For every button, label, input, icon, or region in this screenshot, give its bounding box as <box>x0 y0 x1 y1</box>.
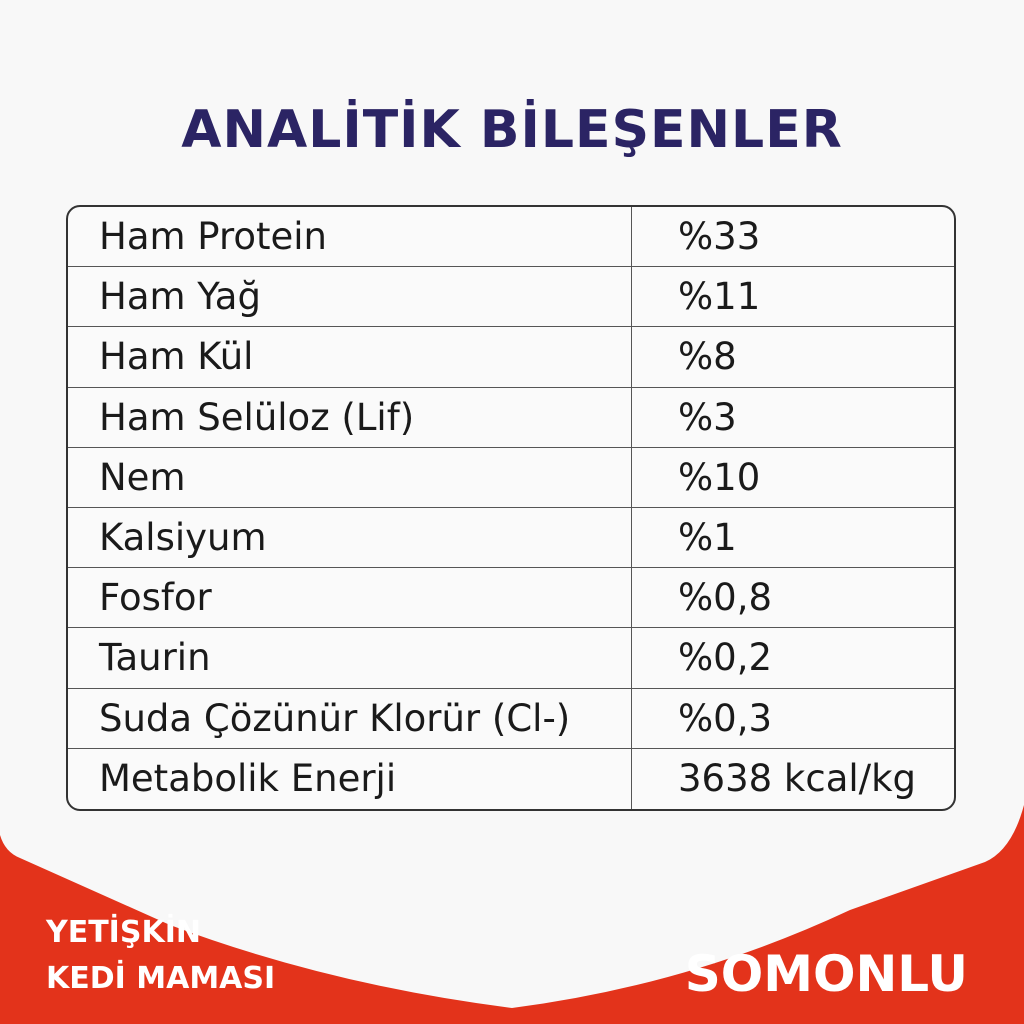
product-type-line1: YETİŞKİN <box>46 915 201 950</box>
nutrient-value: %10 <box>678 455 761 499</box>
table-row: Ham Yağ %11 <box>68 267 954 328</box>
nutrient-name: Nem <box>68 447 632 507</box>
page-title: ANALİTİK BİLEŞENLER <box>181 100 843 160</box>
nutrient-name: Suda Çözünür Klorür (Cl-) <box>68 688 632 748</box>
nutrient-name: Ham Selüloz (Lif) <box>68 387 632 447</box>
nutrient-value: %0,8 <box>678 576 772 620</box>
nutrient-name: Ham Yağ <box>68 267 632 327</box>
nutrient-value: 3638 kcal/kg <box>678 757 917 801</box>
nutrient-value: %8 <box>678 335 737 379</box>
nutrient-value: %3 <box>678 395 737 439</box>
nutrient-value: %0,3 <box>678 696 772 740</box>
nutrient-name: Ham Kül <box>68 327 632 387</box>
product-type: YETİŞKİN KEDİ MAMASI <box>46 910 275 1002</box>
table-row: Taurin %0,2 <box>68 628 954 689</box>
nutrient-value: %1 <box>678 516 737 560</box>
table-row: Suda Çözünür Klorür (Cl-) %0,3 <box>68 688 954 749</box>
product-type-line2: KEDİ MAMASI <box>46 961 276 996</box>
table-row: Ham Selüloz (Lif) %3 <box>68 387 954 448</box>
nutrient-name: Ham Protein <box>68 207 632 267</box>
nutrient-name: Kalsiyum <box>68 507 632 568</box>
nutrient-name: Taurin <box>68 628 632 688</box>
flavor-label: SOMONLU <box>684 945 968 1003</box>
analysis-table: Ham Protein %33 Ham Yağ %11 Ham Kül %8 Ham Sel… <box>66 205 956 811</box>
table-row: Metabolik Enerji 3638 kcal/kg <box>68 748 954 809</box>
table-row: Fosfor %0,8 <box>68 568 954 629</box>
nutrient-value: %0,2 <box>678 636 772 680</box>
nutrient-value: %11 <box>678 275 761 319</box>
nutrient-value: %33 <box>678 215 761 259</box>
table-row: Kalsiyum %1 <box>68 507 954 569</box>
table-row: Ham Kül %8 <box>68 327 954 388</box>
nutrient-name: Metabolik Enerji <box>68 748 632 809</box>
nutrient-name: Fosfor <box>68 568 632 628</box>
table-row: Ham Protein %33 <box>68 207 954 268</box>
table-row: Nem %10 <box>68 447 954 508</box>
